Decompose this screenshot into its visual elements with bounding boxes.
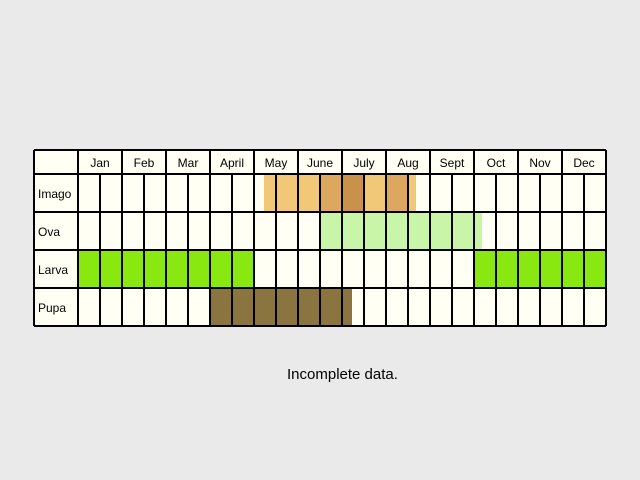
imago-band-june-a (298, 174, 320, 212)
imago-band-aug (408, 174, 416, 212)
incomplete-data-note: Incomplete data. (287, 366, 398, 383)
month-header-june: June (307, 156, 333, 170)
month-headers: Jan Feb Mar April May June July Aug Sept Oct Nov De… (90, 156, 594, 170)
month-header-jan: Jan (90, 156, 109, 170)
stage-labels: Imago Ova Larva Pupa (38, 187, 72, 315)
month-header-sept: Sept (440, 156, 465, 170)
month-header-mar: Mar (178, 156, 199, 170)
stage-label-imago: Imago (38, 187, 72, 201)
month-header-aug: Aug (397, 156, 418, 170)
month-header-july: July (353, 156, 374, 170)
imago-band-july-b (386, 174, 408, 212)
month-header-april: April (220, 156, 244, 170)
stage-label-pupa: Pupa (38, 301, 66, 315)
month-header-dec: Dec (573, 156, 594, 170)
imago-band-june-peak (342, 174, 364, 212)
ova-band (320, 212, 482, 250)
stage-label-larva: Larva (38, 263, 68, 277)
grid-lines (33, 149, 607, 327)
month-header-may: May (265, 156, 288, 170)
imago-band-may (264, 174, 298, 212)
month-header-oct: Oct (487, 156, 506, 170)
pupa-band (210, 288, 352, 326)
month-header-feb: Feb (134, 156, 155, 170)
stage-label-ova: Ova (38, 225, 60, 239)
imago-band-july-a (364, 174, 386, 212)
month-header-nov: Nov (529, 156, 550, 170)
